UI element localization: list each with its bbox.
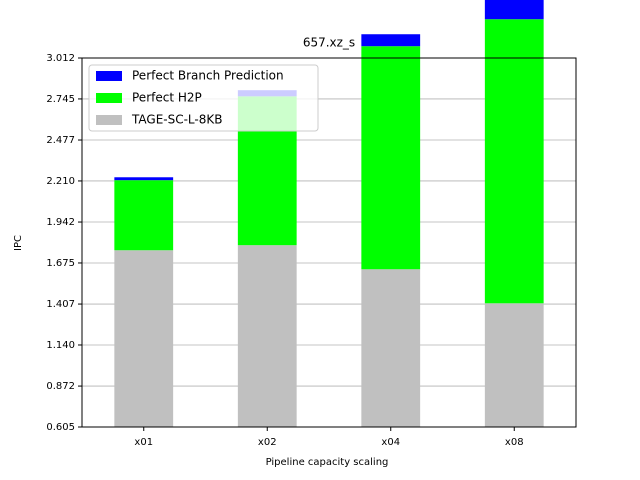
plot-frame bbox=[81, 57, 577, 428]
legend-swatch bbox=[96, 71, 122, 81]
legend-label: TAGE-SC-L-8KB bbox=[131, 113, 222, 127]
y-tick-label: 2.477 bbox=[46, 135, 75, 146]
y-tick-label: 1.407 bbox=[46, 299, 75, 310]
x-axis-label: Pipeline capacity scaling bbox=[266, 457, 389, 468]
bar-segment bbox=[114, 250, 174, 427]
legend-swatch bbox=[96, 115, 122, 125]
y-axis-label: IPC bbox=[13, 235, 24, 251]
y-tick-label: 1.140 bbox=[46, 340, 75, 351]
legend-box bbox=[88, 64, 319, 132]
y-tick-label: 3.012 bbox=[46, 53, 75, 64]
y-tick-label: 1.675 bbox=[46, 258, 75, 269]
y-tick-label: 2.745 bbox=[46, 94, 75, 105]
chart-title: 657.xz_s bbox=[303, 36, 355, 50]
x-tick-label: x01 bbox=[134, 437, 153, 448]
bar-segment bbox=[361, 269, 421, 427]
legend-label: Perfect Branch Prediction bbox=[132, 69, 284, 83]
y-tick-label: 0.605 bbox=[46, 422, 75, 433]
legend-swatch bbox=[96, 93, 122, 103]
bar-segment bbox=[114, 180, 174, 251]
bar-segment bbox=[484, 19, 544, 304]
x-tick-label: x08 bbox=[505, 437, 524, 448]
bar-segment bbox=[484, 303, 544, 427]
y-tick-label: 2.210 bbox=[46, 176, 75, 187]
bar-segment bbox=[484, 0, 544, 20]
y-tick-label: 0.872 bbox=[46, 381, 75, 392]
y-tick-label: 1.942 bbox=[46, 217, 75, 228]
bar-segment bbox=[361, 46, 421, 270]
x-tick-label: x04 bbox=[381, 437, 400, 448]
legend-label: Perfect H2P bbox=[132, 91, 202, 105]
bar-segment bbox=[237, 245, 297, 427]
x-tick-label: x02 bbox=[258, 437, 277, 448]
bar-segment bbox=[114, 177, 174, 181]
bar-segment bbox=[361, 34, 421, 47]
